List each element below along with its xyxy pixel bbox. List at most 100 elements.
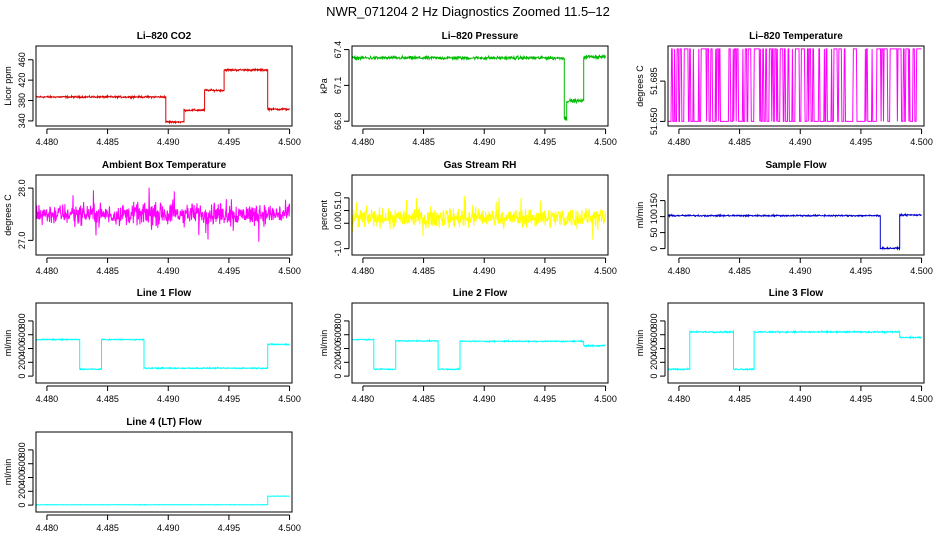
line1-series-line bbox=[35, 337, 291, 371]
co2-ytick-label: 340 bbox=[17, 113, 27, 128]
co2-ylabel: Licor ppm bbox=[3, 66, 13, 106]
pressure-ytick-label: 67.4 bbox=[333, 41, 343, 59]
pressure-xtick-label: 4.500 bbox=[594, 137, 617, 147]
pressure-xtick-label: 4.490 bbox=[473, 137, 496, 147]
rh-xtick-label: 4.500 bbox=[594, 266, 617, 276]
line3-xtick-label: 4.485 bbox=[728, 394, 751, 404]
line2-xtick-label: 4.485 bbox=[412, 394, 435, 404]
temperature-ytick-label: 51.685 bbox=[649, 67, 659, 95]
line4-xtick-label: 4.495 bbox=[218, 523, 241, 533]
line1-ytick-label: 800 bbox=[17, 313, 27, 328]
line1-ytick-label: 600 bbox=[17, 327, 27, 342]
sample-series-line bbox=[667, 212, 922, 251]
pressure-ytick-label: 67.1 bbox=[333, 77, 343, 95]
ambient-title: Ambient Box Temperature bbox=[102, 160, 227, 171]
co2-xtick-label: 4.490 bbox=[157, 137, 180, 147]
sample-xtick-label: 4.490 bbox=[789, 266, 812, 276]
rh-xtick-label: 4.495 bbox=[534, 266, 557, 276]
line3-plot-frame bbox=[667, 302, 925, 384]
co2-plot-frame bbox=[35, 45, 293, 127]
panel-rh: Gas Stream RH percent 4.480 4.485 4.490 4.495… bbox=[319, 160, 617, 276]
line4-ytick-label: 400 bbox=[17, 470, 27, 485]
sample-plot-frame bbox=[667, 174, 925, 256]
rh-ytick-label: -1.0 bbox=[333, 241, 343, 257]
line1-xtick-label: 4.485 bbox=[96, 394, 119, 404]
line3-title: Line 3 Flow bbox=[769, 288, 824, 299]
line1-xtick-label: 4.500 bbox=[278, 394, 301, 404]
line2-plot-frame bbox=[351, 302, 609, 384]
pressure-xtick-label: 4.485 bbox=[412, 137, 435, 147]
rh-ylabel: percent bbox=[319, 199, 329, 230]
line2-series-line bbox=[351, 338, 606, 371]
line2-ylabel: ml/min bbox=[319, 330, 329, 357]
line3-xtick-label: 4.490 bbox=[789, 394, 812, 404]
panel-temperature: Li–820 Temperature degrees C 4.480 4.485 4.4… bbox=[635, 31, 933, 147]
ambient-ytick-label: 28.0 bbox=[17, 179, 27, 197]
sample-ylabel: ml/min bbox=[635, 202, 645, 229]
line4-ytick-label: 800 bbox=[17, 442, 27, 457]
line3-ytick-label: 0 bbox=[649, 374, 659, 379]
temperature-xtick-label: 4.495 bbox=[850, 137, 873, 147]
line2-ytick-label: 0 bbox=[333, 374, 343, 379]
panel-co2: Li–820 CO2 Licor ppm 4.480 4.485 4.490 4.495 4… bbox=[3, 31, 301, 147]
rh-ytick-label: 1.0 bbox=[333, 192, 343, 205]
ambient-xtick-label: 4.490 bbox=[157, 266, 180, 276]
temperature-series-line bbox=[668, 48, 922, 122]
line4-ylabel: ml/min bbox=[3, 459, 13, 486]
ambient-series-line bbox=[35, 187, 291, 242]
panel-pressure: Li–820 Pressure kPa 4.480 4.485 4.490 4.495 4.… bbox=[319, 31, 617, 147]
temperature-ylabel: degrees C bbox=[635, 65, 645, 107]
ambient-ytick-label: 27.0 bbox=[17, 232, 27, 250]
line4-xtick-label: 4.490 bbox=[157, 523, 180, 533]
line1-xtick-label: 4.490 bbox=[157, 394, 180, 404]
line2-ytick-label: 800 bbox=[333, 313, 343, 328]
line2-ytick-label: 200 bbox=[333, 355, 343, 370]
co2-xtick-label: 4.500 bbox=[278, 137, 301, 147]
ambient-ylabel: degrees C bbox=[3, 194, 13, 236]
rh-xtick-label: 4.485 bbox=[412, 266, 435, 276]
co2-xtick-label: 4.485 bbox=[96, 137, 119, 147]
line3-xtick-label: 4.480 bbox=[668, 394, 691, 404]
temperature-ytick-label: 51.650 bbox=[649, 108, 659, 136]
pressure-ylabel: kPa bbox=[319, 78, 329, 94]
ambient-xtick-label: 4.485 bbox=[96, 266, 119, 276]
chart-panels: Li–820 CO2 Licor ppm 4.480 4.485 4.490 4.495 4… bbox=[3, 31, 933, 533]
panel-line4: Line 4 (LT) Flow ml/min 4.480 4.485 4.490 4.4… bbox=[3, 417, 301, 533]
pressure-series-line bbox=[351, 53, 607, 122]
line1-xtick-label: 4.480 bbox=[36, 394, 59, 404]
temperature-xtick-label: 4.480 bbox=[668, 137, 691, 147]
rh-plot-frame bbox=[351, 174, 609, 256]
temperature-title: Li–820 Temperature bbox=[749, 31, 843, 42]
temperature-plot-frame bbox=[667, 45, 925, 127]
pressure-xtick-label: 4.495 bbox=[534, 137, 557, 147]
line1-ylabel: ml/min bbox=[3, 330, 13, 357]
ambient-xtick-label: 4.480 bbox=[36, 266, 59, 276]
rh-ytick-label: 0.5 bbox=[333, 204, 343, 217]
panel-line3: Line 3 Flow ml/min 4.480 4.485 4.490 4.495 4.5… bbox=[635, 288, 933, 404]
sample-ytick-label: 150 bbox=[649, 193, 659, 208]
panel-line2: Line 2 Flow ml/min 4.480 4.485 4.490 4.495 4.5… bbox=[319, 288, 617, 404]
pressure-title: Li–820 Pressure bbox=[442, 31, 519, 42]
line1-xtick-label: 4.495 bbox=[218, 394, 241, 404]
line3-xtick-label: 4.495 bbox=[850, 394, 873, 404]
co2-title: Li–820 CO2 bbox=[137, 31, 192, 42]
line2-xtick-label: 4.495 bbox=[534, 394, 557, 404]
sample-xtick-label: 4.500 bbox=[910, 266, 933, 276]
rh-ytick-label: 0.0 bbox=[333, 217, 343, 230]
co2-xtick-label: 4.495 bbox=[218, 137, 241, 147]
panel-sample: Sample Flow ml/min 4.480 4.485 4.490 4.495 4.5… bbox=[635, 160, 933, 276]
line2-title: Line 2 Flow bbox=[453, 288, 508, 299]
line1-title: Line 1 Flow bbox=[137, 288, 192, 299]
line4-xtick-label: 4.485 bbox=[96, 523, 119, 533]
line4-ytick-label: 200 bbox=[17, 484, 27, 499]
co2-ytick-label: 380 bbox=[17, 93, 27, 108]
line2-xtick-label: 4.480 bbox=[352, 394, 375, 404]
line1-plot-frame bbox=[35, 302, 293, 384]
rh-title: Gas Stream RH bbox=[444, 160, 517, 171]
sample-xtick-label: 4.485 bbox=[728, 266, 751, 276]
line1-ytick-label: 0 bbox=[17, 374, 27, 379]
sample-ytick-label: 0 bbox=[649, 246, 659, 251]
line3-ytick-label: 400 bbox=[649, 341, 659, 356]
line2-ytick-label: 600 bbox=[333, 327, 343, 342]
